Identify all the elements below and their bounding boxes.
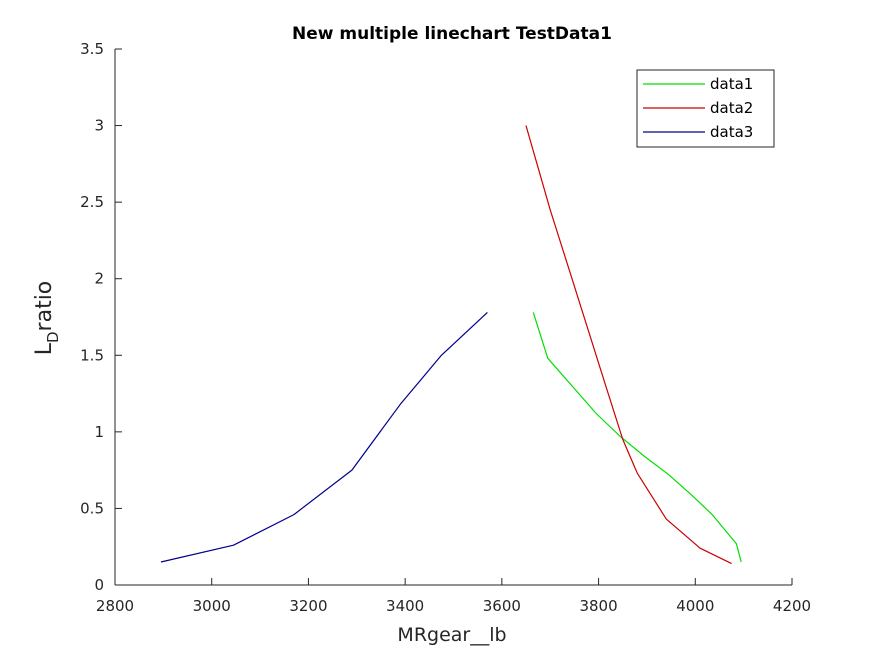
x-tick-label: 3000	[193, 597, 231, 615]
y-tick-label: 0	[94, 576, 104, 594]
y-tick-label: 0.5	[80, 499, 104, 517]
y-tick-label: 3.5	[80, 40, 104, 58]
series-line-data3	[160, 311, 488, 563]
series-layer	[160, 125, 742, 565]
legend: data1 data2 data3	[636, 69, 775, 148]
x-tick-label: 4200	[773, 597, 811, 615]
x-tick-label: 2800	[96, 597, 134, 615]
y-tick-label: 2.5	[80, 193, 104, 211]
legend-label-data1: data1	[710, 75, 753, 93]
x-tick-label: 3800	[579, 597, 617, 615]
series-line-data1	[532, 312, 742, 563]
y-axis-title: LDratio	[32, 281, 62, 356]
y-tick-label: 3	[94, 117, 104, 135]
x-tick-label: 3600	[483, 597, 521, 615]
y-tick-label: 2	[94, 270, 104, 288]
y-axis-title-main: L	[32, 342, 57, 355]
y-tick-label: 1	[94, 423, 104, 441]
legend-label-data2: data2	[710, 99, 753, 117]
x-tick-label: 3200	[289, 597, 327, 615]
x-tick-label: 3400	[386, 597, 424, 615]
x-axis-title: MRgear__lb	[397, 624, 506, 646]
x-tick-label: 4000	[676, 597, 714, 615]
series-line-data2	[525, 125, 732, 565]
chart-title: New multiple linechart TestData1	[292, 24, 612, 44]
y-axis-title-rest: ratio	[32, 281, 57, 332]
y-axis-title-subscript: D	[44, 331, 62, 343]
legend-label-data3: data3	[710, 123, 753, 141]
y-tick-label: 1.5	[80, 346, 104, 364]
axes-layer: 2800 3000 3200 3400 3600 3800 4000 4200 0 0.5 1 1.5…	[80, 40, 811, 615]
